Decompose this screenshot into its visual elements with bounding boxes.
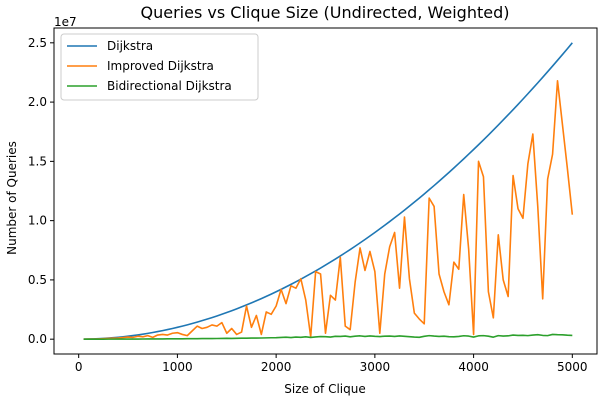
y-axis-ticks: 0.0 0.5 1.0 1.5 2.0 2.5 — [28, 36, 54, 346]
series-line-dijkstra — [83, 42, 573, 340]
x-tick-label: 2000 — [261, 360, 292, 374]
x-tick-label: 0 — [75, 360, 83, 374]
x-tick-label: 5000 — [557, 360, 588, 374]
legend: Dijkstra Improved Dijkstra Bidirectional D… — [60, 33, 259, 101]
y-tick-label: 0.5 — [28, 273, 47, 287]
plot-area — [53, 27, 598, 355]
y-axis-label: Number of Queries — [5, 141, 19, 255]
series-line-improved-dijkstra — [83, 79, 574, 340]
y-tick-label: 1.0 — [28, 214, 47, 228]
x-tick-label: 1000 — [162, 360, 193, 374]
y-tick-label: 0.0 — [28, 332, 47, 346]
legend-box — [60, 33, 259, 101]
series-line-bidirectional-dijkstra — [83, 333, 573, 340]
x-axis-label: Size of Clique — [284, 382, 365, 396]
legend-label: Improved Dijkstra — [107, 59, 214, 73]
axes-frame — [53, 27, 598, 355]
y-tick-label: 2.0 — [28, 95, 47, 109]
legend-label: Bidirectional Dijkstra — [107, 79, 232, 93]
x-tick-label: 3000 — [360, 360, 391, 374]
chart-title: Queries vs Clique Size (Undirected, Weig… — [141, 3, 510, 22]
y-tick-label: 1.5 — [28, 154, 47, 168]
x-tick-label: 4000 — [458, 360, 489, 374]
y-tick-label: 2.5 — [28, 36, 47, 50]
legend-label: Dijkstra — [107, 39, 153, 53]
x-axis-ticks: 0 1000 2000 3000 4000 5000 — [75, 354, 588, 374]
y-multiplier-label: 1e7 — [54, 15, 77, 29]
